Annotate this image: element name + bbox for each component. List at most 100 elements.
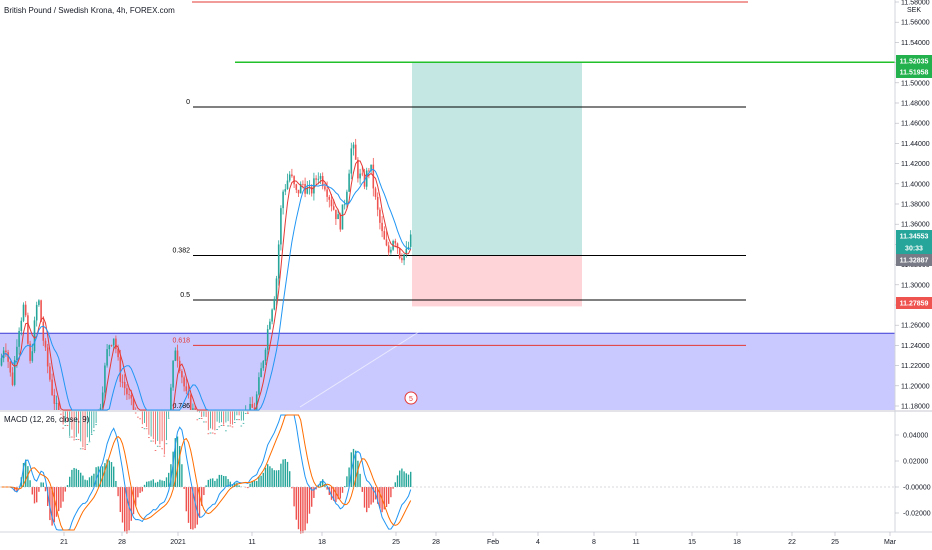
time-tick-label: 4	[536, 539, 540, 546]
candle-body	[405, 248, 408, 255]
price-tick-label: 11.20000	[901, 383, 930, 390]
candle-body	[24, 304, 27, 316]
time-tick-label: 11	[248, 539, 255, 546]
candle-body	[346, 191, 348, 205]
chart-title: British Pound / Swedish Krona, 4h, FOREX…	[4, 6, 175, 15]
candle-body	[390, 249, 392, 253]
candle-body	[189, 395, 192, 410]
event-marker-circle[interactable]	[404, 391, 418, 405]
candle-body	[130, 395, 133, 399]
candle-body	[38, 300, 40, 305]
candle-body	[42, 321, 45, 341]
candle-body	[337, 214, 339, 220]
candle-body	[396, 243, 399, 249]
candle-body	[60, 413, 62, 415]
support-zone[interactable]	[0, 332, 895, 410]
candle-body	[172, 360, 174, 388]
price-tick-label: 11.46000	[901, 121, 930, 128]
candle-body	[387, 245, 390, 253]
candle-body	[326, 189, 328, 197]
candle-body	[66, 425, 69, 426]
candle-body	[128, 394, 130, 396]
candle-body	[260, 368, 262, 378]
fib-label-2: 0.5	[180, 292, 190, 299]
candle-body	[328, 196, 331, 200]
price-tick-label: 11.26000	[901, 323, 930, 330]
candle-body	[154, 450, 157, 451]
candle-body	[73, 439, 75, 441]
candle-body	[383, 231, 386, 240]
candle-body	[302, 183, 304, 185]
price-tick-label: 11.30000	[901, 282, 930, 289]
candle-body	[368, 170, 370, 172]
candle-body	[123, 382, 126, 389]
candle-body	[264, 349, 267, 361]
candle-body	[203, 421, 205, 423]
candle-body	[31, 351, 34, 361]
candle-body	[163, 455, 166, 457]
candle-body	[55, 403, 58, 404]
candle-body	[275, 278, 278, 299]
trend-line[interactable]	[299, 327, 426, 408]
zone-fill[interactable]	[0, 333, 895, 410]
event-marker-label: 5	[409, 396, 413, 403]
candle-body	[165, 443, 168, 445]
candle-body	[200, 418, 203, 419]
candle-body	[71, 436, 73, 438]
price-badge-bg	[896, 297, 932, 309]
candle-body	[86, 444, 89, 445]
candle-body	[117, 348, 119, 358]
candle-body	[57, 403, 60, 410]
candle-body	[174, 350, 177, 361]
time-tick-label: 18	[733, 539, 741, 546]
time-axis[interactable]: 21 28 2021 11 18 25 28 Feb 4 8 11 15 18 22 25 Mar	[60, 532, 897, 546]
candle-body	[99, 407, 102, 410]
time-tick-label: 2021	[170, 539, 186, 546]
candle-body	[112, 338, 115, 346]
candle-body	[398, 248, 401, 259]
candle-body	[255, 394, 258, 410]
candle-body	[5, 350, 7, 353]
candle-body	[132, 398, 135, 410]
long-position[interactable]	[299, 62, 582, 408]
candle-body	[90, 434, 93, 435]
candle-body	[310, 186, 313, 194]
candlestick-series	[0, 138, 412, 457]
candle-body	[244, 412, 247, 414]
candle-body	[376, 196, 379, 210]
price-tick-label: 11.50000	[901, 80, 930, 87]
price-badges: 11.52035 11.51958 11.34553 30:33 11.32887 11.…	[896, 55, 932, 309]
price-badge-bg	[896, 230, 932, 242]
time-tick-label: 21	[60, 539, 68, 546]
candle-body	[379, 209, 381, 223]
horizontal-lines[interactable]	[192, 1, 895, 64]
position-profit-zone[interactable]	[412, 62, 582, 256]
candle-body	[297, 189, 300, 194]
fib-label-0: 0	[186, 99, 190, 106]
candle-body	[49, 366, 51, 380]
candle-body	[332, 206, 335, 210]
candle-body	[0, 358, 3, 366]
macd-axis[interactable]: 0.04000 0.02000 -0.00000 -0.02000	[895, 433, 931, 518]
candle-body	[115, 338, 117, 349]
fib-label-3: 0.618	[172, 337, 190, 344]
candle-body	[282, 191, 284, 209]
price-badge-bg	[896, 254, 932, 266]
candle-body	[148, 437, 150, 439]
candle-body	[152, 440, 155, 442]
candle-body	[29, 343, 31, 361]
candle-body	[75, 439, 78, 440]
ma-fast-line	[1, 160, 412, 411]
candle-body	[381, 222, 383, 232]
candle-body	[365, 170, 368, 187]
position-loss-zone[interactable]	[412, 255, 582, 307]
candle-body	[238, 419, 240, 421]
candle-body	[330, 199, 333, 207]
candle-body	[170, 387, 172, 410]
event-marker[interactable]: 5	[404, 391, 418, 405]
price-tick-label: 11.48000	[901, 101, 930, 108]
price-badge-bg	[896, 55, 932, 67]
candle-body	[216, 429, 218, 430]
fib-label-1: 0.382	[172, 248, 190, 255]
